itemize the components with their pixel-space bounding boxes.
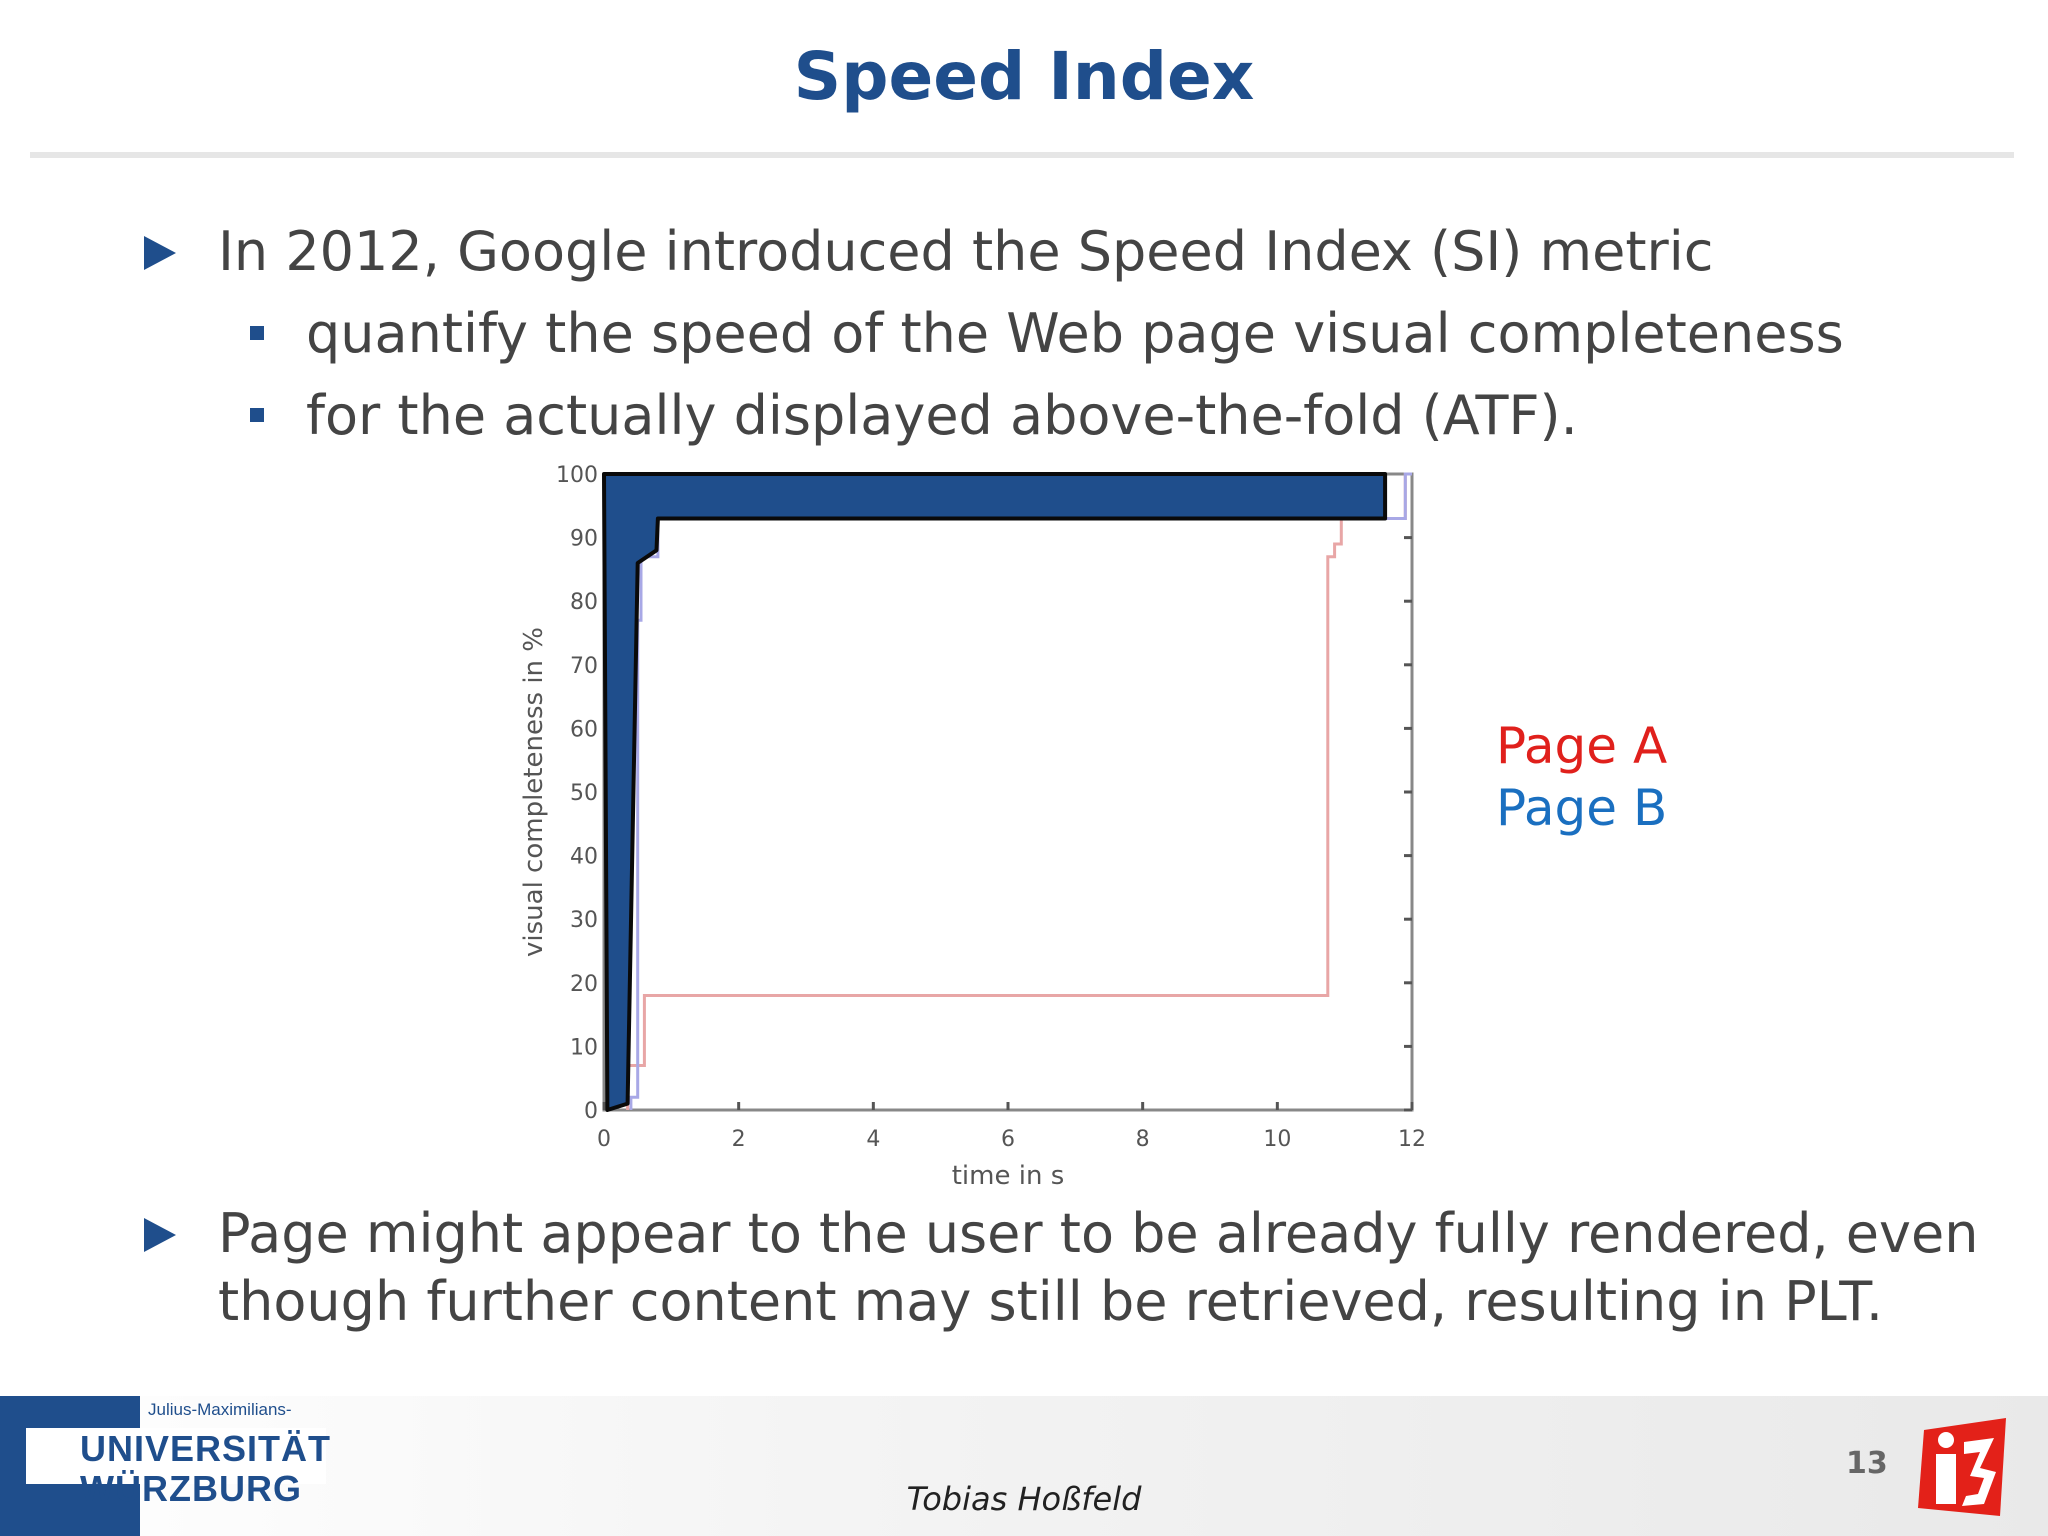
bullet-1: In 2012, Google introduced the Speed Ind… [218,220,1714,283]
university-logo-field [26,1428,326,1484]
speed-index-chart: 0 10 20 30 40 50 60 70 80 90 100 0 2 4 6 8 10 12 time in s… [519,463,1426,1191]
x-tick-label: 10 [1263,1127,1291,1152]
bullet-triangle-icon [144,1218,176,1252]
page-number: 13 [1846,1446,1888,1481]
y-tick-label: 50 [570,781,598,806]
x-tick-label: 4 [866,1127,880,1152]
y-tick-label: 80 [570,590,598,615]
y-tick-label: 0 [584,1099,598,1124]
i3-logo-text: i3 [1964,1481,1965,1483]
x-tick-label: 0 [597,1127,611,1152]
footer-bar [0,1396,2048,1536]
bullet-square-icon [250,408,264,422]
y-tick-label: 100 [556,463,598,488]
bullet-triangle-icon [144,236,176,270]
bullet-square-icon [250,326,264,340]
bullet-3: for the actually displayed above-the-fol… [306,384,1578,447]
i3-logo-icon: i3 [1918,1418,2006,1516]
y-tick-label: 10 [570,1035,598,1060]
y-tick-label: 40 [570,845,598,870]
x-axis-label: time in s [952,1161,1065,1191]
university-logo-band [0,1484,140,1536]
bullet-2: quantify the speed of the Web page visua… [306,302,1844,365]
y-tick-label: 70 [570,654,598,679]
title-divider [30,152,2014,158]
y-tick-label: 90 [570,527,598,552]
legend-page-a: Page A [1496,717,1668,775]
legend-page-b: Page B [1496,779,1668,837]
bottom-bullet-line-2: though further content may still be retr… [218,1270,1884,1333]
x-tick-label: 8 [1136,1127,1150,1152]
speed-index-area [602,472,1388,1112]
y-axis-label: visual completeness in % [519,627,549,957]
university-name-line-2: WÜRZBURG [80,1468,302,1509]
x-tick-label: 2 [732,1127,746,1152]
author-name: Tobias Hoßfeld [906,1480,1142,1518]
bottom-bullet-line-1: Page might appear to the user to be alre… [218,1202,1979,1265]
y-tick-label: 60 [570,717,598,742]
x-tick-label: 6 [1001,1127,1015,1152]
y-tick-label: 20 [570,972,598,997]
y-tick-label: 30 [570,908,598,933]
university-name-line-1: UNIVERSITÄT [80,1428,332,1469]
slide-title: Speed Index [793,38,1255,115]
plot-area [602,472,1414,1112]
x-tick-label: 12 [1398,1127,1426,1152]
university-name-small: Julius-Maximilians- [148,1400,292,1419]
